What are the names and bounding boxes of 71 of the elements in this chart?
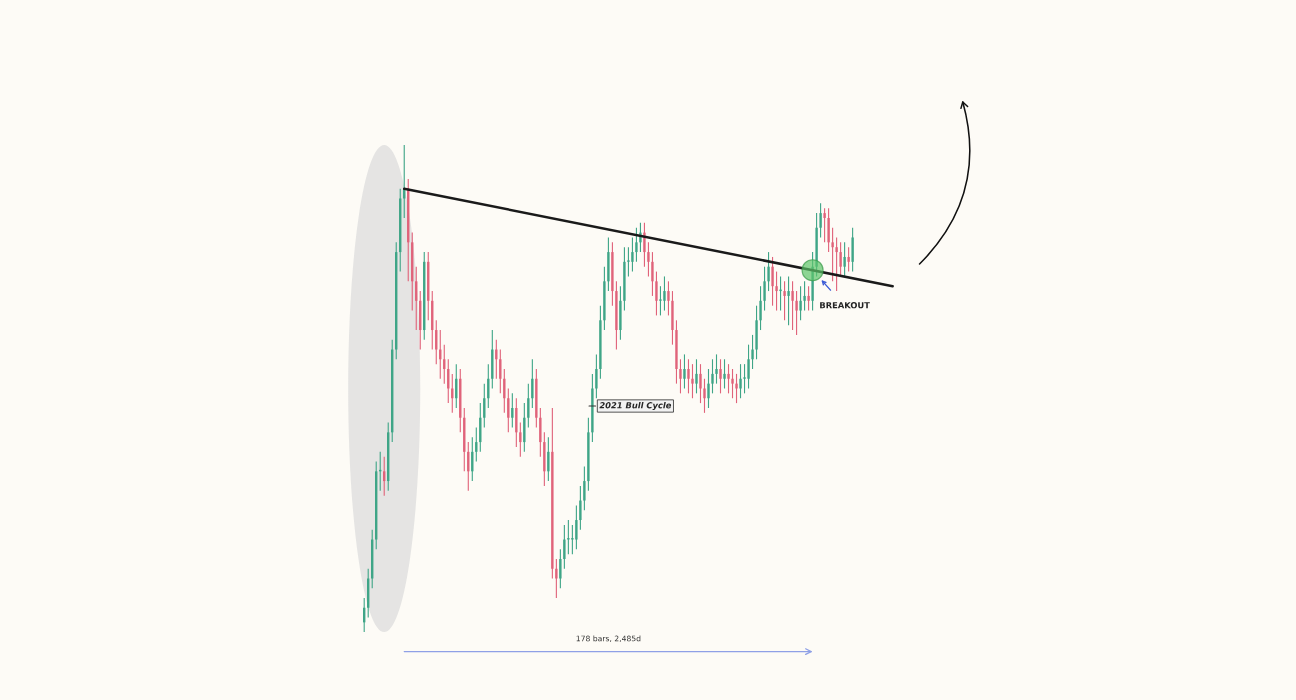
candlestick [703,378,706,414]
candlestick [795,290,798,336]
candlestick [675,319,678,385]
candlestick [803,280,806,312]
candlestick [663,275,666,312]
candlestick [695,358,698,394]
candlestick [783,280,786,321]
candlestick [739,363,742,399]
candlestick [631,236,634,273]
candlestick [595,353,598,399]
candlestick [823,207,826,243]
candlestick [651,251,654,297]
candlestick [659,285,662,316]
candlestick [715,353,718,385]
candlestick [511,392,514,429]
candlestick [495,339,498,380]
candlestick [555,558,558,599]
candlestick [635,227,638,263]
candlestick [519,422,522,458]
candlestick [571,524,574,555]
candlestick [627,246,630,277]
candlestick [807,285,810,312]
candlestick [507,387,510,433]
candlestick [563,524,566,570]
candlestick [579,485,582,531]
candlestick [799,285,802,321]
candlestick [743,363,746,394]
candlestick [547,436,550,482]
candlestick [559,548,562,589]
candlestick [647,241,650,277]
candlestick [727,363,730,394]
candlestick [499,348,502,394]
candlestick [643,222,646,268]
candlestick [791,280,794,331]
annotation: 2021 Bull Cycle [599,401,672,411]
candlestick [819,202,822,239]
candlestick [707,368,710,409]
candlestick [775,271,778,312]
candlestick [483,383,486,429]
candlestick [583,465,586,511]
candlestick [723,358,726,390]
candlestick [719,358,722,394]
candlestick [667,280,670,316]
candlestick [655,271,658,316]
candlestick [759,285,762,331]
candlestick [711,358,714,394]
candlestick [699,363,702,404]
candlestick [691,363,694,399]
candlestick [575,504,578,550]
candlestick [835,236,838,292]
candlestick [787,275,790,326]
candlestick [527,383,530,429]
candlestick [831,227,834,282]
candlestick [767,251,770,292]
candlestick [843,241,846,277]
candlestick [763,266,766,312]
candlestick [747,344,750,390]
candlestick [503,368,506,414]
annotation: BREAKOUT [820,302,870,309]
candlestick [839,241,842,277]
candlestick [731,368,734,399]
candlestick [567,519,570,555]
candlestick [487,363,490,409]
candlestick [679,358,682,394]
candlestick [771,256,774,307]
candlestick [683,353,686,390]
candlestick [531,358,534,409]
candlestick [735,373,738,404]
candlestick [751,334,754,370]
candlestick [847,246,850,273]
candlestick [687,358,690,394]
